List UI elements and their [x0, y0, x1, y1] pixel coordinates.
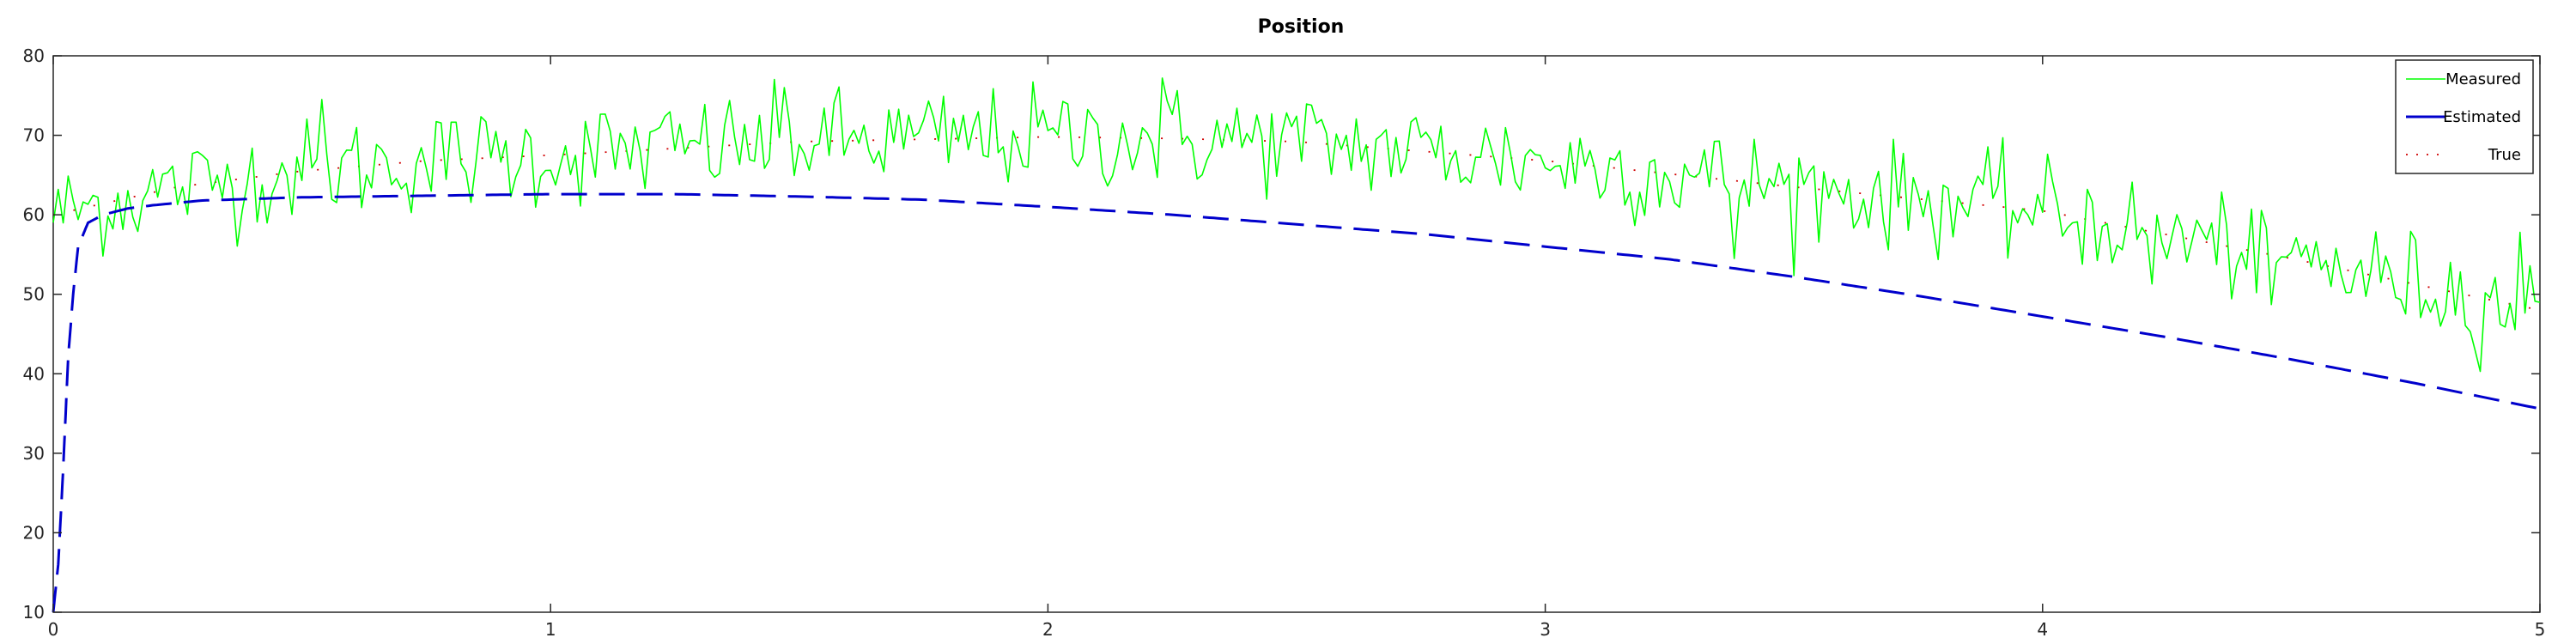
- chart-title: Position: [1258, 16, 1345, 38]
- x-tick-label: 3: [1540, 619, 1551, 640]
- y-tick-label: 70: [23, 125, 45, 146]
- legend-label-true: True: [2488, 146, 2521, 164]
- y-tick-label: 60: [23, 204, 45, 225]
- plot-area: 0 1 2 3 4 5 10 20 30 40 50 60 70 80: [23, 46, 2546, 640]
- x-tick-label: 1: [545, 619, 556, 640]
- legend-label-estimated: Estimated: [2443, 108, 2521, 126]
- series-line-estimated: [52, 192, 2541, 613]
- x-tick-label: 0: [48, 619, 59, 640]
- y-tick-label: 30: [23, 443, 45, 464]
- legend: Measured Estimated True: [2395, 59, 2534, 174]
- y-tick-label: 20: [23, 522, 45, 543]
- legend-label-measured: Measured: [2445, 70, 2521, 88]
- axes-box: [52, 55, 2541, 613]
- y-tick-label: 80: [23, 46, 45, 66]
- x-tick-label: 4: [2037, 619, 2048, 640]
- y-tick-label: 10: [23, 602, 45, 623]
- y-tick-label: 50: [23, 284, 45, 305]
- y-tick-label: 40: [23, 363, 45, 384]
- tick-layer: 0 1 2 3 4 5 10 20 30 40 50 60 70 80: [23, 46, 2546, 640]
- x-tick-label: 5: [2535, 619, 2546, 640]
- series-line-measured: [52, 77, 2541, 373]
- series-line-true: [52, 136, 2541, 312]
- series-layer: [52, 77, 2541, 613]
- x-tick-label: 2: [1042, 619, 1054, 640]
